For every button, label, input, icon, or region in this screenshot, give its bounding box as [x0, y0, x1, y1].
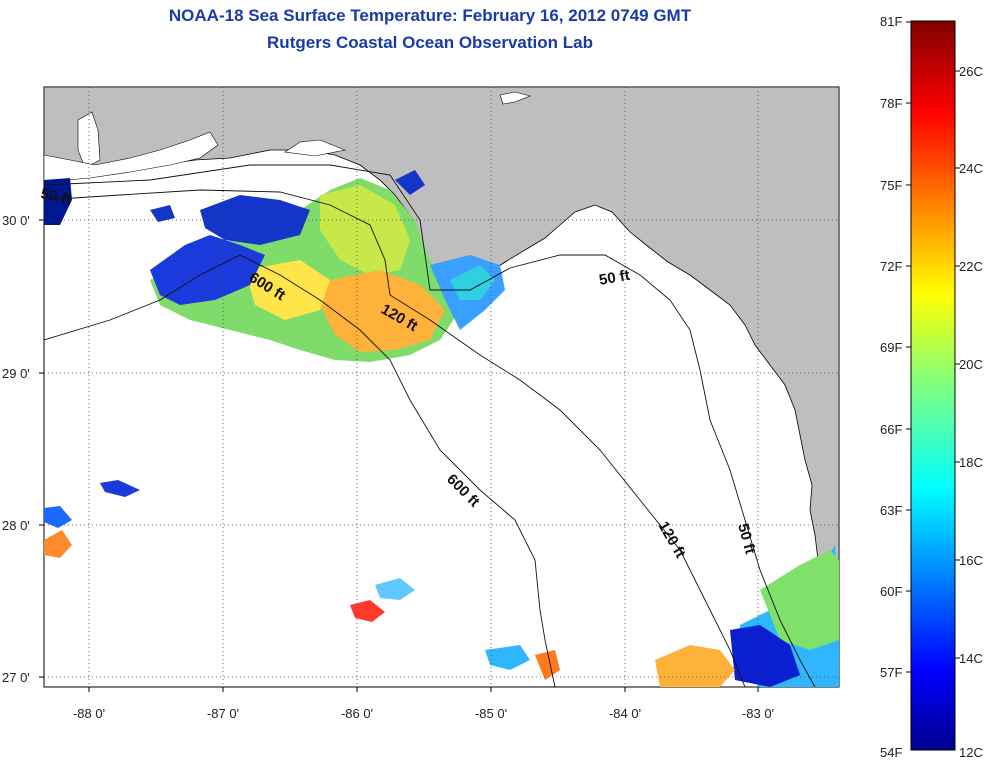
lat-tick-label: 28 0'	[2, 518, 30, 533]
colorbar-label-f: 66F	[880, 422, 903, 437]
lon-tick-label: -86 0'	[341, 706, 373, 721]
lat-tick-label: 30 0'	[2, 213, 30, 228]
lon-tick-label: -85 0'	[475, 706, 507, 721]
colorbar-label-c: 24C	[959, 161, 983, 176]
lon-tick-label: -87 0'	[207, 706, 239, 721]
colorbar-label-f: 72F	[880, 259, 903, 274]
colorbar-label-f: 63F	[880, 503, 903, 518]
colorbar-label-c: 20C	[959, 357, 983, 372]
colorbar-label-c: 14C	[959, 651, 983, 666]
contour-label: 50 ft	[598, 267, 631, 289]
colorbar-label-c: 22C	[959, 259, 983, 274]
colorbar-label-f: 78F	[880, 96, 903, 111]
map-subtitle: Rutgers Coastal Ocean Observation Lab	[267, 33, 593, 52]
colorbar-label-f: 60F	[880, 584, 903, 599]
colorbar	[910, 20, 956, 751]
lon-tick-label: -83 0'	[742, 706, 774, 721]
colorbar-label-f: 54F	[880, 745, 903, 760]
lat-tick-label: 27 0'	[2, 670, 30, 685]
contour-50ft	[44, 164, 816, 687]
lon-tick-label: -84 0'	[609, 706, 641, 721]
sst-data-patches	[44, 170, 839, 687]
colorbar-label-c: 18C	[959, 455, 983, 470]
contour-600ft	[44, 254, 556, 687]
bathymetry-contours	[44, 164, 816, 687]
lat-tick-label: 29 0'	[2, 366, 30, 381]
contour-label: 50 ft	[39, 185, 73, 208]
colorbar-label-c: 26C	[959, 64, 983, 79]
colorbar-label-f: 69F	[880, 340, 903, 355]
colorbar-label-c: 16C	[959, 553, 983, 568]
lon-tick-label: -88 0'	[73, 706, 105, 721]
map-title: NOAA-18 Sea Surface Temperature: Februar…	[168, 6, 692, 25]
contour-120ft	[44, 189, 746, 687]
colorbar-label-c: 12C	[959, 745, 983, 760]
grid	[44, 87, 839, 687]
colorbar-label-f: 57F	[880, 665, 903, 680]
colorbar-label-f: 81F	[880, 14, 903, 29]
colorbar-label-f: 75F	[880, 178, 903, 193]
